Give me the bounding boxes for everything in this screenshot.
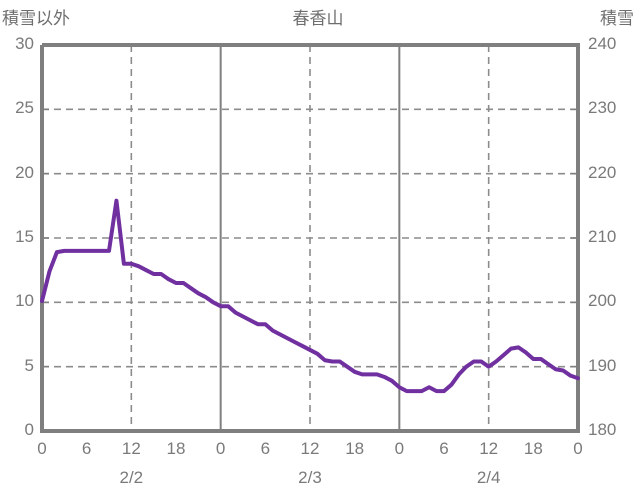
- data-line-series-0: [40, 198, 580, 394]
- y-axis-right-tick-label: 220: [588, 162, 617, 182]
- y-axis-left-tick-label: 30: [15, 34, 34, 53]
- y-axis-left-tick-label: 10: [15, 291, 34, 311]
- right-axis-title: 積雪: [600, 9, 634, 28]
- y-axis-left-tick-label: 0: [24, 420, 34, 439]
- x-axis-tick-label: 6: [260, 439, 271, 458]
- y-axis-left-tick-label: 20: [15, 162, 34, 182]
- x-axis-tick-label: 12: [121, 439, 141, 458]
- page-title: 春香山: [292, 9, 344, 28]
- x-axis-day-label: 2/4: [476, 468, 501, 487]
- x-axis-tick-label: 12: [479, 439, 499, 458]
- y-axis-right-tick-label: 210: [588, 227, 617, 246]
- y-axis-right-tick-label: 240: [588, 34, 617, 53]
- x-axis-tick-label: 6: [439, 439, 449, 458]
- y-axis-left-tick-label: 25: [15, 98, 34, 118]
- x-axis-day-label: 2/3: [298, 468, 322, 487]
- x-axis-day-label: 2/2: [119, 468, 144, 487]
- y-axis-left-tick-label: 15: [15, 227, 34, 246]
- x-axis-tick-label: 12: [300, 439, 320, 458]
- x-axis-tick-label: 6: [81, 439, 92, 458]
- y-axis-left-tick-label: 5: [24, 355, 34, 375]
- x-axis-tick-label: 0: [215, 439, 226, 458]
- y-axis-right-tick-label: 200: [588, 291, 617, 311]
- x-axis-tick-label: 0: [394, 439, 405, 458]
- y-axis-right-tick-label: 230: [588, 98, 617, 118]
- y-axis-right-tick-label: 180: [588, 420, 617, 439]
- x-axis-tick-label: 0: [37, 439, 47, 458]
- x-axis-tick-label: 0: [573, 439, 583, 458]
- x-axis-tick-label: 18: [345, 439, 365, 458]
- left-axis-title: 積雪以外: [2, 9, 70, 28]
- y-axis-right-tick-label: 190: [588, 355, 617, 375]
- x-axis-tick-label: 18: [523, 439, 543, 458]
- x-axis-tick-label: 18: [166, 439, 186, 458]
